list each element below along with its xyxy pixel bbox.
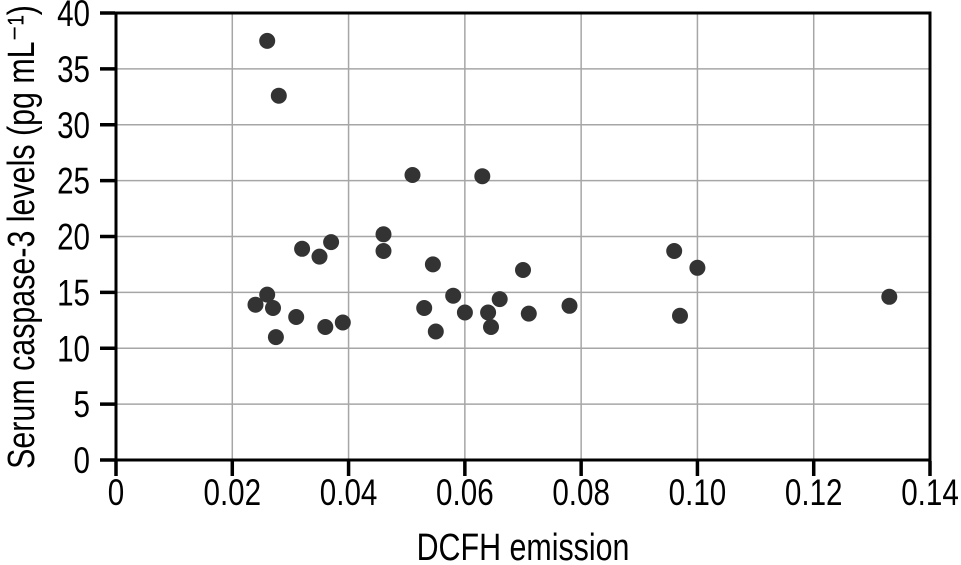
data-point bbox=[480, 304, 497, 321]
data-point bbox=[311, 248, 328, 265]
data-point bbox=[404, 167, 421, 183]
x-tick-label: 0.12 bbox=[785, 473, 843, 514]
data-point bbox=[483, 319, 499, 335]
data-point bbox=[247, 296, 264, 313]
data-point bbox=[317, 319, 334, 335]
y-tick-label: 15 bbox=[57, 273, 90, 314]
data-point bbox=[416, 300, 433, 316]
data-point bbox=[259, 286, 276, 303]
x-tick-label: 0.02 bbox=[203, 473, 261, 514]
data-point bbox=[474, 168, 491, 185]
data-point bbox=[259, 32, 276, 49]
y-tick-label: 25 bbox=[57, 162, 90, 203]
data-point bbox=[288, 309, 305, 325]
plot-border bbox=[114, 11, 932, 462]
data-point bbox=[424, 256, 441, 273]
x-tick-label: 0.08 bbox=[552, 473, 610, 514]
y-tick-label: 10 bbox=[57, 329, 90, 370]
data-point bbox=[491, 291, 508, 308]
y-tick-label: 40 bbox=[57, 0, 90, 35]
data-point bbox=[689, 259, 706, 276]
data-point bbox=[265, 300, 281, 316]
data-point bbox=[375, 226, 392, 243]
y-tick-label: 20 bbox=[57, 217, 90, 258]
data-point bbox=[515, 262, 531, 278]
data-point bbox=[294, 240, 311, 257]
y-tick-label: 5 bbox=[74, 385, 90, 426]
x-tick-label: 0 bbox=[108, 473, 124, 514]
data-point bbox=[334, 314, 351, 331]
data-point bbox=[270, 87, 287, 104]
x-tick-label: 0.10 bbox=[669, 473, 727, 514]
data-point bbox=[456, 304, 473, 321]
y-tick-label: 0 bbox=[74, 441, 90, 482]
data-point bbox=[427, 323, 444, 340]
x-tick-label: 0.04 bbox=[320, 473, 378, 514]
data-point bbox=[561, 297, 578, 314]
data-point bbox=[672, 307, 688, 324]
x-tick-label: 0.14 bbox=[901, 473, 959, 514]
y-tick-label: 35 bbox=[57, 50, 90, 91]
data-point bbox=[881, 288, 898, 305]
data-point bbox=[323, 234, 340, 251]
y-tick-label: 30 bbox=[57, 106, 90, 147]
data-point bbox=[445, 287, 462, 304]
data-point bbox=[520, 305, 537, 322]
data-point bbox=[375, 243, 392, 259]
x-tick-label: 0.06 bbox=[436, 473, 494, 514]
data-point bbox=[666, 243, 683, 259]
data-point bbox=[267, 329, 284, 346]
